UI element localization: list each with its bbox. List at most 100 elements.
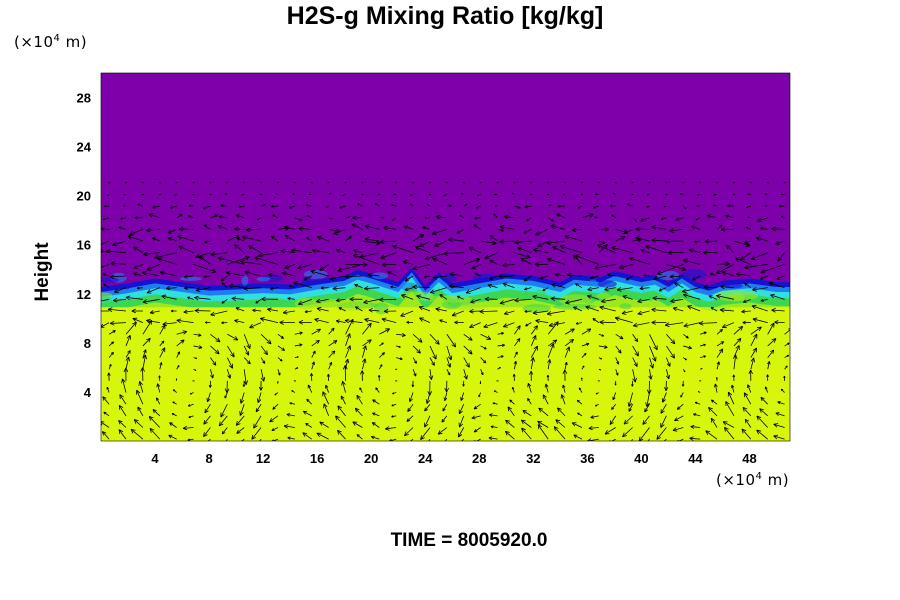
wind-vector bbox=[446, 357, 452, 368]
wind-vector bbox=[681, 380, 685, 387]
wind-vector bbox=[716, 294, 735, 300]
wind-vector bbox=[695, 217, 701, 221]
wind-vector bbox=[108, 351, 114, 358]
wind-vector bbox=[205, 321, 211, 324]
wind-vector bbox=[709, 272, 718, 277]
wind-vector bbox=[449, 272, 464, 277]
wind-vector bbox=[287, 297, 295, 301]
wind-vector bbox=[751, 304, 768, 312]
wind-vector bbox=[747, 216, 751, 219]
wind-vector bbox=[504, 430, 515, 440]
wind-vector bbox=[530, 325, 538, 335]
transition-patch bbox=[203, 300, 227, 308]
wind-vector bbox=[304, 310, 312, 314]
wind-vector bbox=[107, 372, 111, 381]
wind-vector bbox=[106, 386, 110, 393]
wind-vector bbox=[724, 426, 735, 440]
wind-vector bbox=[199, 255, 211, 265]
wind-vector bbox=[780, 388, 785, 393]
wind-vector bbox=[703, 284, 718, 290]
wind-vector bbox=[302, 432, 312, 440]
wind-vector bbox=[696, 204, 701, 207]
wind-vector bbox=[478, 392, 481, 398]
wind-vector bbox=[460, 392, 465, 401]
wind-vector bbox=[182, 425, 194, 431]
wind-vector bbox=[599, 305, 616, 312]
wind-vector bbox=[254, 256, 279, 265]
wind-vector bbox=[379, 239, 397, 245]
wind-vector bbox=[257, 217, 262, 221]
wind-vector bbox=[704, 239, 718, 244]
wind-vector bbox=[750, 357, 756, 370]
wind-vector bbox=[282, 309, 295, 315]
wind-vector bbox=[272, 214, 279, 219]
wind-vector bbox=[409, 203, 414, 207]
wind-vector bbox=[101, 227, 110, 231]
wind-vector bbox=[497, 343, 505, 347]
wind-vector bbox=[716, 264, 735, 274]
wind-vector bbox=[465, 287, 481, 294]
wind-vector bbox=[283, 225, 295, 230]
wind-vector bbox=[658, 287, 667, 292]
wind-vector bbox=[298, 320, 312, 325]
wind-vector bbox=[716, 348, 724, 358]
wind-vector bbox=[598, 240, 606, 245]
y-axis-unit: (×104 m) bbox=[14, 33, 87, 51]
wind-vector bbox=[534, 262, 549, 267]
wind-vector bbox=[564, 361, 568, 370]
wind-vector bbox=[690, 424, 701, 429]
transition-patch bbox=[714, 290, 759, 302]
wind-vector bbox=[408, 392, 414, 403]
wind-vector bbox=[598, 368, 602, 371]
wind-vector bbox=[461, 438, 465, 441]
wind-vector bbox=[499, 239, 515, 244]
wind-vector bbox=[210, 251, 228, 257]
wind-vector bbox=[676, 403, 684, 410]
wind-vector bbox=[439, 294, 448, 300]
wind-vector bbox=[554, 272, 566, 277]
wind-vector bbox=[588, 425, 599, 431]
wind-vector bbox=[733, 338, 742, 347]
wind-vector bbox=[567, 272, 582, 278]
plot-frame bbox=[100, 72, 791, 442]
wind-vector bbox=[664, 380, 669, 392]
wind-vector bbox=[771, 307, 785, 313]
wind-vector bbox=[548, 204, 552, 207]
wind-vector bbox=[742, 298, 751, 303]
wind-vector bbox=[744, 240, 751, 244]
wind-vector bbox=[463, 345, 473, 355]
wind-vector bbox=[239, 392, 245, 404]
wind-vector bbox=[341, 380, 346, 393]
wind-vector bbox=[166, 286, 177, 291]
wind-vector bbox=[234, 319, 245, 324]
wind-vector bbox=[145, 227, 160, 233]
wind-vector bbox=[637, 298, 650, 304]
wind-vector bbox=[378, 364, 383, 370]
wind-vector bbox=[404, 287, 414, 292]
wind-vector bbox=[294, 343, 303, 347]
wind-vector bbox=[260, 357, 266, 364]
wind-vector bbox=[344, 274, 363, 279]
wind-vector bbox=[294, 356, 299, 359]
wind-vector bbox=[118, 429, 127, 440]
wind-vector bbox=[715, 377, 718, 381]
wind-vector bbox=[203, 275, 211, 279]
wind-vector bbox=[305, 236, 312, 242]
wind-vector bbox=[555, 419, 566, 428]
wind-vector bbox=[309, 193, 312, 196]
wind-vector bbox=[604, 427, 616, 435]
wind-vector bbox=[713, 193, 718, 196]
wind-vector bbox=[284, 263, 296, 270]
wind-vector bbox=[159, 347, 166, 358]
interface-eddy bbox=[597, 280, 617, 288]
wind-vector bbox=[241, 438, 245, 441]
wind-vector bbox=[774, 320, 785, 325]
wind-vector bbox=[429, 287, 447, 294]
wind-vector bbox=[359, 252, 380, 259]
interface-eddy bbox=[371, 272, 388, 280]
wind-vector bbox=[156, 397, 161, 405]
wind-vector bbox=[344, 318, 363, 324]
wind-vector bbox=[381, 317, 397, 324]
wind-vector bbox=[581, 365, 585, 370]
wind-vector bbox=[189, 392, 194, 395]
